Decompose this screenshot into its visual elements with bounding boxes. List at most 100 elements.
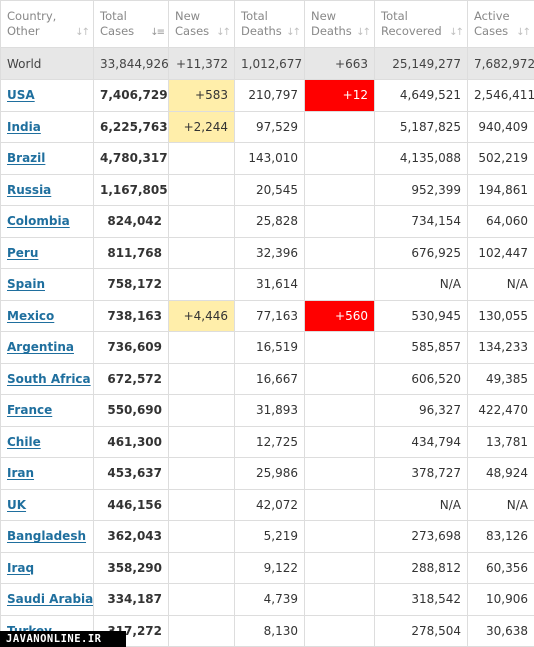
total-deaths-cell: 31,893 — [234, 394, 305, 427]
header-active-cases[interactable]: Active Cases ↓↑ — [467, 0, 534, 48]
country-link[interactable]: USA — [7, 88, 35, 103]
new-deaths-cell — [304, 551, 375, 584]
total-cases-cell: 461,300 — [93, 425, 169, 458]
new-deaths-cell — [304, 331, 375, 364]
new-cases-cell — [168, 173, 235, 206]
total-cases-cell: 6,225,763 — [93, 110, 169, 143]
sort-arrows-icon[interactable]: ↓↑ — [75, 27, 90, 38]
country-link[interactable]: France — [7, 403, 53, 418]
country-cell: Saudi Arabia — [0, 583, 94, 616]
country-link[interactable]: UK — [7, 497, 27, 512]
active-cases-cell: 60,356 — [467, 551, 534, 584]
header-total-deaths[interactable]: Total Deaths ↓↑ — [234, 0, 305, 48]
total-recovered-cell: 530,945 — [374, 299, 468, 332]
country-link[interactable]: Iraq — [7, 560, 35, 575]
new-cases-cell: +583 — [168, 79, 235, 112]
new-deaths-cell — [304, 236, 375, 269]
sort-arrows-icon[interactable]: ↓↑ — [216, 27, 231, 38]
table-row: UK 446,156 42,072 N/A N/A — [0, 488, 534, 521]
active-cases-cell: 2,546,411 — [467, 79, 534, 112]
total-deaths-cell: 5,219 — [234, 520, 305, 553]
country-link[interactable]: Peru — [7, 245, 39, 260]
total-deaths-cell: 8,130 — [234, 614, 305, 647]
country-link[interactable]: Spain — [7, 277, 45, 292]
country-cell: Iran — [0, 457, 94, 490]
table-row: Iraq 358,290 9,122 288,812 60,356 — [0, 551, 534, 584]
country-link[interactable]: Saudi Arabia — [7, 592, 94, 607]
table-row: France 550,690 31,893 96,327 422,470 — [0, 394, 534, 427]
country-link[interactable]: South Africa — [7, 371, 91, 386]
total-recovered-cell: 606,520 — [374, 362, 468, 395]
country-cell: Argentina — [0, 331, 94, 364]
new-cases-cell — [168, 520, 235, 553]
sort-desc-icon[interactable]: ↓≡ — [150, 27, 165, 38]
table-row: Colombia 824,042 25,828 734,154 64,060 — [0, 205, 534, 238]
table-row: Russia 1,167,805 20,545 952,399 194,861 — [0, 173, 534, 206]
table-row: Saudi Arabia 334,187 4,739 318,542 10,906 — [0, 583, 534, 616]
sort-arrows-icon[interactable]: ↓↑ — [356, 27, 371, 38]
total-cases-cell: 758,172 — [93, 268, 169, 301]
country-link[interactable]: Chile — [7, 434, 41, 449]
total-cases-cell: 736,609 — [93, 331, 169, 364]
total-deaths-cell: 42,072 — [234, 488, 305, 521]
world-new-deaths: +663 — [304, 47, 375, 80]
total-recovered-cell: 378,727 — [374, 457, 468, 490]
country-link[interactable]: India — [7, 119, 41, 134]
table-row: Bangladesh 362,043 5,219 273,698 83,126 — [0, 520, 534, 553]
header-total-recovered[interactable]: Total Recovered ↓↑ — [374, 0, 468, 48]
table-row: Brazil 4,780,317 143,010 4,135,088 502,219 — [0, 142, 534, 175]
country-link[interactable]: Iran — [7, 466, 35, 481]
total-recovered-cell: 676,925 — [374, 236, 468, 269]
country-cell: Brazil — [0, 142, 94, 175]
total-cases-cell: 453,637 — [93, 457, 169, 490]
active-cases-cell: N/A — [467, 488, 534, 521]
country-link[interactable]: Mexico — [7, 308, 55, 323]
world-name: World — [0, 47, 94, 80]
country-cell: Russia — [0, 173, 94, 206]
sort-arrows-icon[interactable]: ↓↑ — [286, 27, 301, 38]
total-deaths-cell: 20,545 — [234, 173, 305, 206]
header-total-cases[interactable]: Total Cases ↓≡ — [93, 0, 169, 48]
active-cases-cell: 940,409 — [467, 110, 534, 143]
total-cases-cell: 738,163 — [93, 299, 169, 332]
country-cell: India — [0, 110, 94, 143]
active-cases-cell: 502,219 — [467, 142, 534, 175]
new-cases-cell — [168, 551, 235, 584]
active-cases-cell: N/A — [467, 268, 534, 301]
total-cases-cell: 7,406,729 — [93, 79, 169, 112]
sort-arrows-icon[interactable]: ↓↑ — [449, 27, 464, 38]
country-link[interactable]: Russia — [7, 182, 52, 197]
header-new-cases[interactable]: New Cases ↓↑ — [168, 0, 235, 48]
new-cases-cell — [168, 488, 235, 521]
sort-arrows-icon[interactable]: ↓↑ — [516, 27, 531, 38]
country-link[interactable]: Bangladesh — [7, 529, 87, 544]
table-row: Mexico 738,163 +4,446 77,163 +560 530,945 130,… — [0, 299, 534, 332]
header-new-deaths[interactable]: New Deaths ↓↑ — [304, 0, 375, 48]
total-deaths-cell: 25,986 — [234, 457, 305, 490]
total-recovered-cell: 96,327 — [374, 394, 468, 427]
country-link[interactable]: Brazil — [7, 151, 46, 166]
active-cases-cell: 49,385 — [467, 362, 534, 395]
country-cell: Colombia — [0, 205, 94, 238]
new-cases-cell — [168, 268, 235, 301]
country-link[interactable]: Argentina — [7, 340, 74, 355]
active-cases-cell: 134,233 — [467, 331, 534, 364]
total-deaths-cell: 16,519 — [234, 331, 305, 364]
header-country[interactable]: Country, Other ↓↑ — [0, 0, 94, 48]
table-row: Spain 758,172 31,614 N/A N/A — [0, 268, 534, 301]
total-deaths-cell: 9,122 — [234, 551, 305, 584]
new-cases-cell — [168, 236, 235, 269]
total-recovered-cell: 318,542 — [374, 583, 468, 616]
country-cell: Iraq — [0, 551, 94, 584]
world-total-recovered: 25,149,277 — [374, 47, 468, 80]
total-cases-cell: 811,768 — [93, 236, 169, 269]
total-deaths-cell: 210,797 — [234, 79, 305, 112]
country-link[interactable]: Colombia — [7, 214, 70, 229]
new-cases-cell — [168, 425, 235, 458]
new-cases-cell — [168, 205, 235, 238]
country-cell: Mexico — [0, 299, 94, 332]
new-deaths-cell — [304, 205, 375, 238]
total-cases-cell: 358,290 — [93, 551, 169, 584]
